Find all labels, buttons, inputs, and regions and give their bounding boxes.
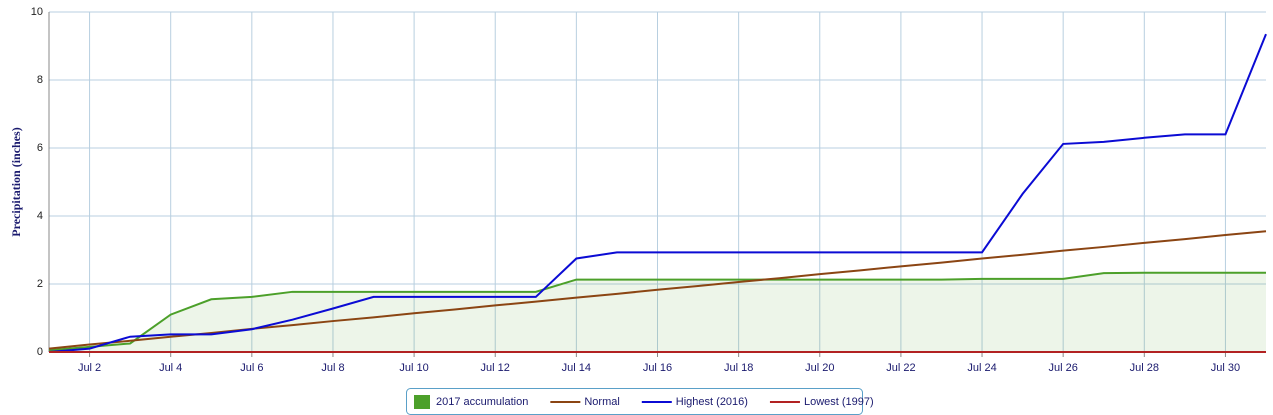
series-line [48, 33, 1267, 353]
x-tick-label: Jul 30 [1211, 362, 1240, 374]
series-line [48, 271, 1266, 352]
x-tick-label: Jul 26 [1048, 362, 1077, 374]
legend-label: Lowest (1997) [804, 396, 874, 408]
x-tick-label: Jul 10 [399, 362, 428, 374]
y-tick-label: 2 [37, 278, 43, 290]
x-tick-label: Jul 22 [886, 362, 915, 374]
x-tick-label: Jul 20 [805, 362, 834, 374]
y-tick-label: 4 [37, 210, 43, 222]
legend-label: Normal [584, 396, 619, 408]
x-tick-label: Jul 8 [321, 362, 344, 374]
x-tick-label: Jul 16 [643, 362, 672, 374]
x-tick-label: Jul 6 [240, 362, 263, 374]
y-tick-label: 10 [31, 6, 43, 18]
legend-swatch [414, 395, 430, 409]
y-tick-label: 0 [37, 346, 43, 358]
x-tick-label: Jul 24 [967, 362, 996, 374]
legend-label: 2017 accumulation [436, 396, 528, 408]
x-tick-label: Jul 28 [1130, 362, 1159, 374]
area-fill [49, 272, 1266, 352]
legend-label: Highest (2016) [676, 396, 748, 408]
y-tick-label: 6 [37, 142, 43, 154]
y-axis-title: Precipitation (inches) [9, 127, 23, 236]
x-tick-label: Jul 12 [481, 362, 510, 374]
x-tick-label: Jul 2 [78, 362, 101, 374]
x-tick-label: Jul 14 [562, 362, 591, 374]
y-tick-label: 8 [37, 74, 43, 86]
x-tick-label: Jul 18 [724, 362, 753, 374]
x-tick-label: Jul 4 [159, 362, 182, 374]
